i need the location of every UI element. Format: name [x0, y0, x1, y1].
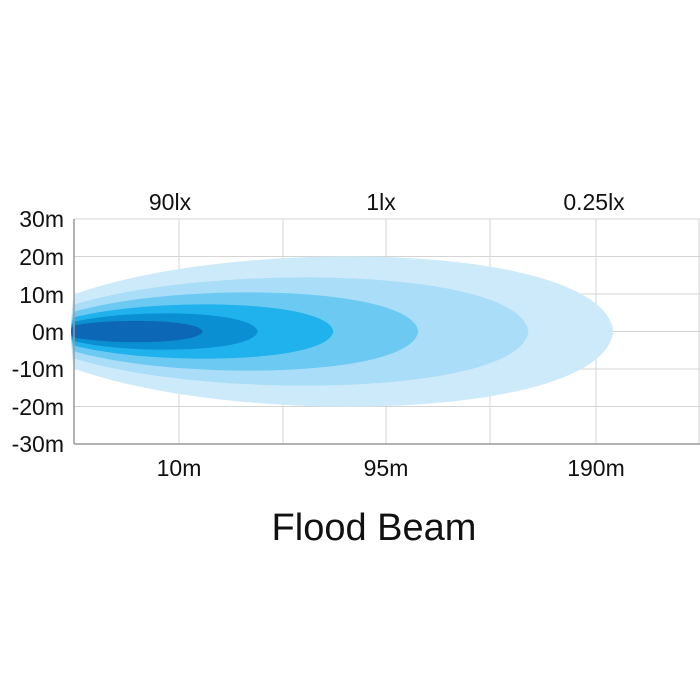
lux-label: 90lx: [149, 189, 192, 215]
y-tick-label: 10m: [19, 282, 64, 308]
beam-pattern: [71, 256, 614, 407]
lux-label: 1lx: [366, 189, 396, 215]
y-tick-label: -10m: [12, 356, 64, 382]
y-axis-tick-labels: 30m 20m 10m 0m -10m -20m -30m: [12, 206, 64, 457]
x-axis-tick-labels: 10m 95m 190m: [157, 455, 625, 481]
y-tick-label: 0m: [32, 319, 64, 345]
lux-label: 0.25lx: [563, 189, 625, 215]
chart-title: Flood Beam: [272, 507, 477, 549]
axis-lines: [73, 219, 700, 445]
x-tick-label: 10m: [157, 455, 202, 481]
y-tick-label: -20m: [12, 394, 64, 420]
top-lux-labels: 90lx 1lx 0.25lx: [149, 189, 625, 215]
y-tick-label: 30m: [19, 206, 64, 232]
x-tick-label: 95m: [364, 455, 409, 481]
y-tick-label: 20m: [19, 244, 64, 270]
y-tick-label: -30m: [12, 431, 64, 457]
beam-contour: [71, 320, 203, 343]
x-tick-label: 190m: [567, 455, 625, 481]
